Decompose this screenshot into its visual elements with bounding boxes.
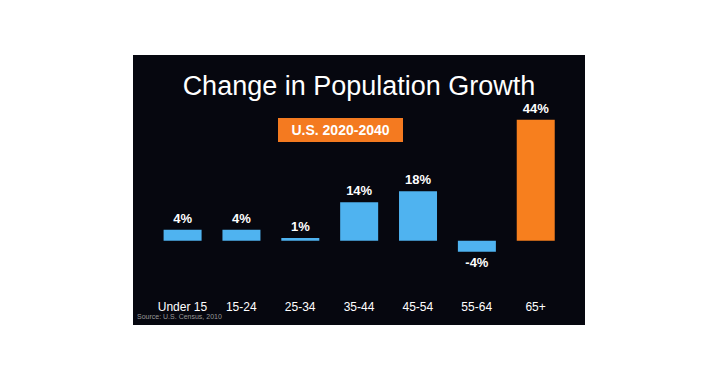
svg-text:55-64: 55-64 — [461, 300, 492, 314]
svg-text:25-34: 25-34 — [285, 300, 316, 314]
svg-text:1%: 1% — [291, 219, 310, 234]
svg-text:4%: 4% — [173, 211, 192, 226]
svg-text:65+: 65+ — [525, 300, 545, 314]
html-text:Source: U.S. Census, 2010: Source: U.S. Census, 2010 — [137, 313, 222, 320]
html-text:U.S. 2020-2040: U.S. 2020-2040 — [291, 122, 390, 138]
svg-text:-4%: -4% — [465, 255, 489, 270]
svg-text:18%: 18% — [405, 172, 431, 187]
svg-text:14%: 14% — [346, 183, 372, 198]
svg-text:44%: 44% — [523, 101, 549, 116]
html-text:Change in Population Growth: Change in Population Growth — [182, 71, 536, 101]
svg-text:15-24: 15-24 — [226, 300, 257, 314]
svg-text:45-54: 45-54 — [403, 300, 434, 314]
svg-text:Under 15: Under 15 — [158, 300, 208, 314]
svg-text:35-44: 35-44 — [344, 300, 375, 314]
svg-text:4%: 4% — [232, 211, 251, 226]
